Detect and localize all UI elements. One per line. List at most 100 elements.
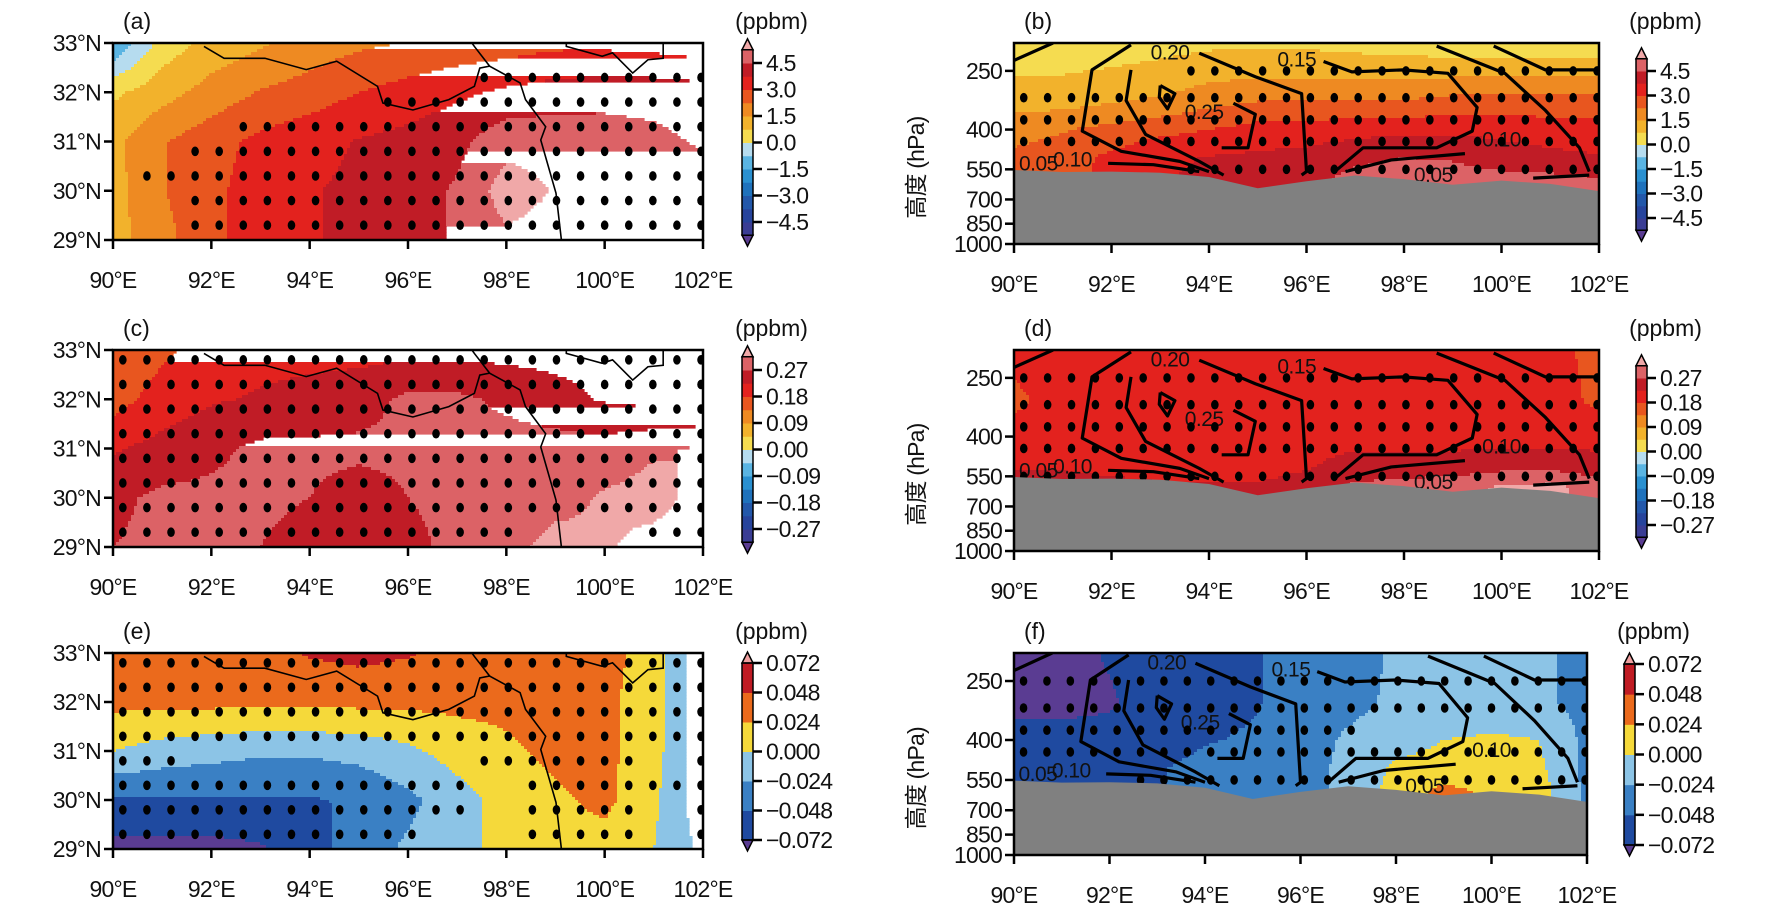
contour-fill-cell	[1263, 677, 1381, 681]
contour-fill-cell	[1014, 725, 1246, 729]
colorbar-bin	[742, 356, 753, 371]
contour-fill-cell	[113, 740, 150, 744]
stipple-dot	[697, 220, 703, 231]
contour-fill-cell	[665, 701, 687, 705]
contour-fill-cell	[269, 43, 390, 47]
stipple-dot	[1160, 676, 1168, 686]
contour-fill-cell	[356, 707, 621, 711]
contour-fill-cell	[1335, 743, 1438, 747]
stipple-dot	[1545, 164, 1554, 175]
contour-fill-cell	[1167, 791, 1330, 795]
stipple-dot	[215, 682, 223, 693]
stipple-dot	[649, 404, 657, 414]
contour-fill-cell	[1176, 91, 1599, 95]
contour-fill-cell	[113, 79, 150, 83]
contour-fill-cell	[113, 464, 225, 468]
contour-fill-cell	[404, 836, 483, 840]
contour-fill-cell	[227, 187, 324, 191]
colorbar-extend-min	[1634, 229, 1649, 243]
contour-fill-cell	[1023, 389, 1582, 393]
stipple-dot	[697, 756, 703, 766]
contour-fill-cell	[308, 70, 432, 74]
contour-fill-cell	[263, 46, 375, 50]
stipple-dot	[287, 658, 296, 668]
contour-fill-cell	[113, 839, 246, 843]
contour-line	[1080, 43, 1210, 174]
contour-fill-cell	[452, 770, 549, 774]
contour-fill-cell	[236, 157, 345, 161]
contour-fill-cell	[227, 205, 324, 209]
contour-fill-cell	[113, 106, 162, 110]
contour-fill-cell	[227, 229, 324, 233]
contour-fill-cell	[1560, 470, 1599, 474]
y-tick-label: 550	[966, 463, 1002, 489]
contour-fill-cell	[167, 166, 234, 170]
contour-fill-cell	[656, 839, 693, 843]
contour-fill-cell	[1014, 668, 1108, 672]
contour-fill-cell	[1194, 160, 1384, 164]
contour-fill-cell	[1323, 142, 1522, 146]
colorbar-bin	[742, 76, 753, 90]
stipple-dot	[359, 731, 368, 742]
stipple-dot	[624, 829, 633, 840]
stipple-dot	[624, 478, 633, 488]
stipple-dot	[1277, 725, 1285, 736]
contour-fill-cell	[290, 509, 420, 513]
stipple-dot	[673, 195, 681, 206]
contour-fill-cell	[563, 49, 612, 53]
contour-line	[1533, 480, 1590, 487]
contour-fill-cell	[1311, 467, 1599, 471]
contour-fill-cell	[1014, 695, 1117, 699]
stipple-dot	[1282, 399, 1291, 410]
stipple-dot	[480, 220, 489, 231]
contour-fill-cell	[1353, 166, 1480, 170]
stipple-dot	[673, 502, 681, 513]
contour-fill-cell	[1014, 458, 1327, 462]
stipple-dot	[528, 658, 537, 668]
contour-fill-cell	[1014, 64, 1123, 68]
contour-fill-cell	[1014, 61, 1141, 65]
contour-fill-cell	[545, 767, 618, 771]
contour-fill-cell	[1320, 49, 1599, 53]
contour-fill-cell	[665, 728, 687, 732]
contour-fill-cell	[230, 184, 327, 188]
contour-fill-cell	[113, 118, 147, 122]
stipple-dot	[1449, 399, 1458, 410]
colorbar-tick-label: 4.5	[1660, 58, 1690, 84]
stipple-dot	[191, 780, 199, 791]
contour-fill-cell	[557, 779, 618, 783]
contour-fill-cell	[404, 392, 462, 396]
stipple-dot	[576, 146, 585, 157]
colorbar: 4.53.01.50.0−1.5−3.0−4.5(ppbm)	[1629, 8, 1703, 243]
contour-fill-cell	[350, 145, 471, 149]
contour-fill-cell	[572, 794, 618, 798]
stipple-dot	[456, 195, 464, 206]
stipple-dot	[1019, 747, 1028, 757]
contour-fill-cell	[188, 416, 384, 420]
x-tick-label: 92°E	[1088, 271, 1135, 297]
contour-fill-cell	[113, 365, 162, 369]
contour-fill-cell	[332, 178, 456, 182]
contour-fill-cell	[161, 67, 222, 71]
stipple-dot	[263, 658, 272, 668]
contour-fill-cell	[113, 782, 399, 786]
stipple-dot	[552, 72, 561, 83]
contour-fill-cell	[167, 160, 237, 164]
contour-fill-cell	[224, 109, 321, 113]
contour-fill-cell	[323, 479, 396, 483]
contour-fill-cell	[1557, 662, 1587, 666]
stipple-dot	[263, 780, 272, 791]
stipple-dot	[167, 502, 175, 513]
stipple-dot	[480, 478, 489, 488]
contour-fill-cell	[338, 470, 381, 474]
panel-label: (a)	[123, 8, 151, 34]
stipple-dot	[311, 121, 320, 132]
stipple-dot	[384, 195, 392, 206]
contour-fill-cell	[140, 124, 198, 128]
contour-fill-cell	[1014, 67, 1105, 71]
contour-fill-cell	[113, 443, 135, 447]
colorbar-extend-min	[740, 541, 755, 555]
contour-fill-cell	[113, 806, 333, 810]
contour-fill-cell	[113, 76, 153, 80]
contour-fill-cell	[1263, 656, 1384, 660]
